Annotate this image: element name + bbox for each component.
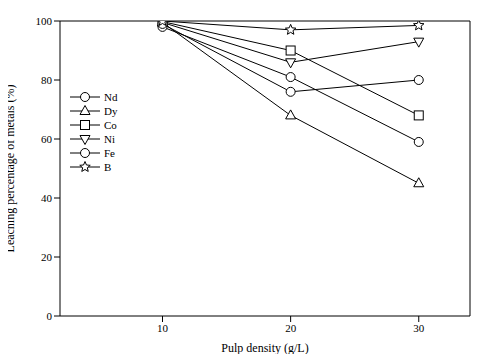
svg-text:10: 10 bbox=[157, 322, 169, 334]
svg-text:30: 30 bbox=[413, 322, 425, 334]
svg-text:40: 40 bbox=[41, 192, 53, 204]
svg-text:60: 60 bbox=[41, 133, 53, 145]
svg-text:Pulp density (g/L): Pulp density (g/L) bbox=[221, 341, 308, 354]
html-text:Fe: Fe bbox=[104, 147, 115, 159]
svg-text:20: 20 bbox=[285, 322, 297, 334]
html-text:B: B bbox=[104, 161, 112, 173]
svg-text:20: 20 bbox=[41, 251, 53, 263]
svg-text:Leaching percentage of metals: Leaching percentage of metals (%) bbox=[8, 85, 17, 253]
svg-text:0: 0 bbox=[47, 310, 53, 322]
html-text:Nd: Nd bbox=[104, 91, 118, 103]
svg-text:100: 100 bbox=[36, 15, 53, 27]
svg-text:80: 80 bbox=[41, 74, 53, 86]
html-text:Dy: Dy bbox=[104, 105, 118, 117]
html-text:Co: Co bbox=[104, 119, 117, 131]
html-text:Ni: Ni bbox=[104, 133, 115, 145]
